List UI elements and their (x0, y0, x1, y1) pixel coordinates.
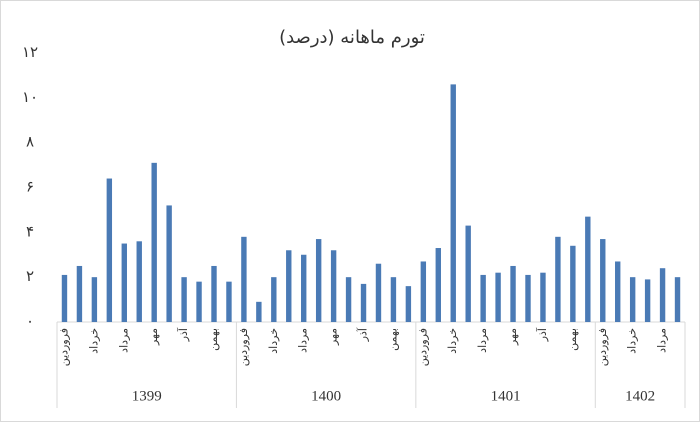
bar (151, 162, 157, 322)
x-tick-label: بهمن (566, 328, 579, 351)
chart-title: تورم ماهانه (درصد) (279, 27, 425, 48)
bar (106, 178, 113, 322)
x-tick-label: مرداد (476, 328, 489, 353)
group-label: 1399 (132, 388, 162, 404)
bar (121, 243, 127, 322)
y-tick-label: ۲ (26, 267, 34, 285)
bar (360, 283, 367, 322)
bar (540, 272, 546, 322)
x-tick-label: مرداد (117, 328, 130, 353)
bar (390, 277, 397, 322)
x-tick-label: فروردین (237, 328, 250, 366)
x-tick-label: فروردین (57, 328, 70, 366)
x-tick-label: بهمن (386, 328, 399, 351)
bar (644, 279, 651, 322)
x-tick-label: فروردین (596, 328, 609, 366)
bar (405, 286, 412, 322)
bar (465, 225, 471, 322)
bar (330, 250, 337, 322)
x-tick-label: آذر (535, 327, 549, 342)
bar (510, 265, 516, 322)
bar (241, 236, 247, 322)
x-tick-label: مهر (147, 328, 160, 346)
bar (286, 250, 292, 322)
x-tick-label: خرداد (267, 328, 280, 354)
bar (315, 239, 322, 322)
bar (345, 277, 352, 322)
x-tick-label: مرداد (656, 328, 669, 353)
bar (585, 216, 591, 322)
x-tick-label: خرداد (626, 328, 639, 354)
bar (570, 245, 576, 322)
y-tick-label: ۶ (26, 178, 34, 196)
bar (600, 239, 606, 322)
bar (181, 277, 187, 322)
y-tick-label: ۴ (26, 222, 34, 240)
x-tick-label: بهمن (207, 328, 220, 351)
y-tick-label: ۱۲ (22, 43, 38, 61)
x-tick-label: مرداد (297, 328, 310, 353)
bar (256, 301, 262, 322)
x-tick-label: خرداد (87, 328, 100, 354)
bar (301, 254, 307, 322)
bar (615, 261, 621, 322)
bar (91, 277, 98, 322)
bar (629, 277, 636, 322)
bar (495, 272, 501, 322)
bar (420, 261, 427, 322)
group-label: 1402 (625, 388, 655, 404)
x-tick-label: فروردین (416, 328, 429, 366)
group-label: 1401 (491, 388, 521, 404)
x-tick-label: مهر (327, 328, 340, 346)
bar (659, 268, 666, 322)
bar (196, 281, 202, 322)
bar (435, 248, 441, 322)
y-tick-label: ۰ (26, 312, 34, 330)
bar (61, 274, 68, 322)
x-tick-label: خرداد (446, 328, 459, 354)
bar (450, 84, 456, 322)
bar (211, 265, 217, 322)
bar (674, 277, 681, 322)
y-tick-label: ۱۰ (22, 88, 38, 106)
x-tick-label: مهر (506, 328, 519, 346)
bar (555, 236, 561, 322)
bar (76, 265, 83, 322)
bar (271, 277, 277, 322)
bar (136, 241, 142, 322)
x-tick-label: آذر (176, 327, 190, 342)
bar (375, 263, 382, 322)
bar (226, 281, 232, 322)
y-tick-label: ۸ (26, 133, 34, 151)
bar (525, 274, 531, 322)
group-label: 1400 (311, 388, 341, 404)
x-tick-label: آذر (356, 327, 370, 342)
bar (480, 274, 486, 322)
bar (166, 205, 172, 322)
